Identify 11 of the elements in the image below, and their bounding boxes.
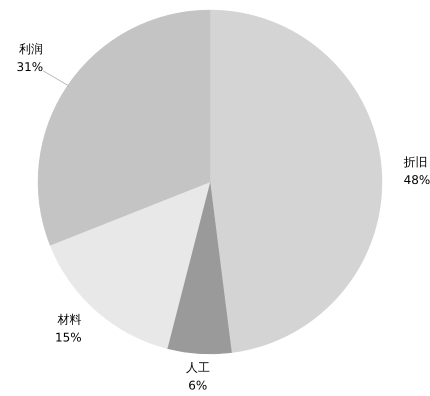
slice-label: 折旧	[404, 154, 428, 169]
pie-slice	[50, 182, 210, 349]
data-label: 31%	[16, 60, 44, 74]
pie-slice	[210, 10, 382, 353]
data-label: 48%	[404, 172, 430, 187]
data-label: 15%	[55, 330, 82, 345]
slice-label: 材料	[56, 312, 82, 327]
pie-slice	[166, 182, 232, 354]
data-label: 6%	[188, 378, 208, 393]
slice-label: 利润	[19, 42, 44, 56]
slice-label: 人工	[186, 360, 210, 375]
